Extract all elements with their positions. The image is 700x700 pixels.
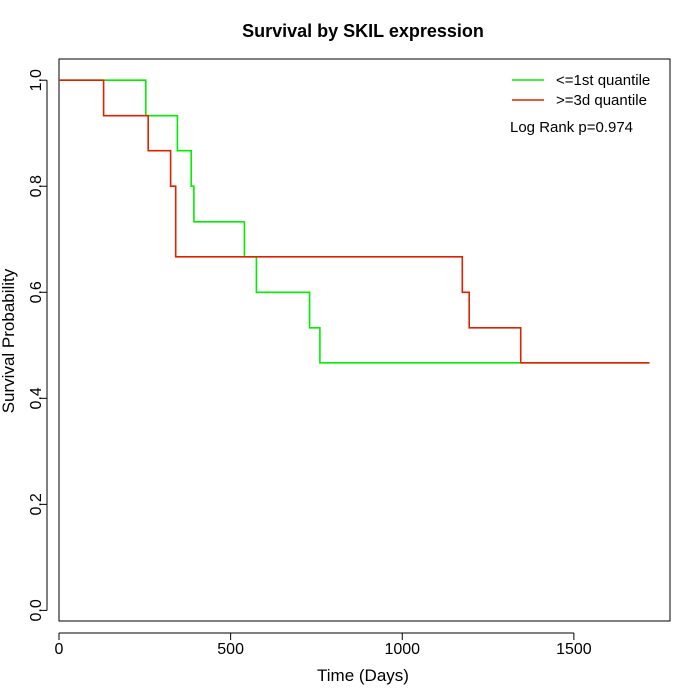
x-axis: 0 500 1000 1500	[55, 632, 592, 658]
survival-curve-series-2	[59, 79, 650, 364]
log-rank-annotation: Log Rank p=0.974	[510, 119, 633, 136]
y-tick-label: 1.0	[28, 69, 45, 91]
y-axis-title: Survival Probability	[0, 268, 18, 413]
x-tick-label: 0	[55, 641, 64, 658]
y-tick-label: 0.6	[28, 281, 45, 303]
legend-label: <=1st quantile	[556, 72, 650, 89]
survival-curve-series-1	[59, 79, 650, 364]
chart-title: Survival by SKIL expression	[242, 21, 484, 41]
y-axis: 0.0 0.2 0.4 0.6 0.8 1.0	[28, 69, 48, 622]
y-tick-label: 0.2	[28, 493, 45, 515]
survival-curves	[59, 79, 650, 364]
y-tick-label: 0.8	[28, 175, 45, 197]
plot-frame	[58, 58, 671, 622]
x-tick-label: 1500	[556, 641, 592, 658]
y-tick-label: 0.4	[28, 387, 45, 409]
y-tick-label: 0.0	[28, 599, 45, 621]
legend-label: >=3d quantile	[556, 92, 647, 109]
x-axis-title: Time (Days)	[317, 666, 409, 685]
x-tick-label: 500	[217, 641, 244, 658]
legend: <=1st quantile >=3d quantile	[512, 72, 650, 109]
x-tick-label: 1000	[384, 641, 420, 658]
